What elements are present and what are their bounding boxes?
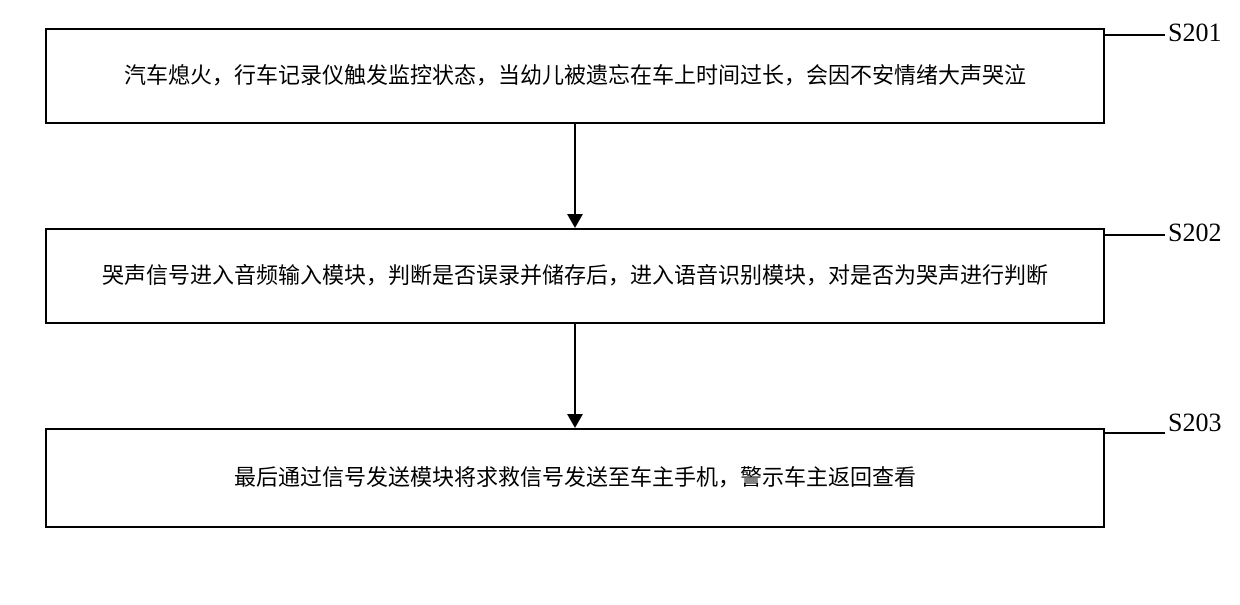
label-connector	[1105, 234, 1165, 236]
label-connector	[1105, 34, 1165, 36]
label-connector	[1105, 432, 1165, 434]
flow-step-s201: 汽车熄火，行车记录仪触发监控状态，当幼儿被遗忘在车上时间过长，会因不安情绪大声哭…	[45, 28, 1105, 124]
flow-step-text: 哭声信号进入音频输入模块，判断是否误录并储存后，进入语音识别模块，对是否为哭声进…	[102, 258, 1048, 293]
step-label-s203: S203	[1168, 408, 1221, 438]
step-label-s201: S201	[1168, 18, 1221, 48]
step-label-s202: S202	[1168, 218, 1221, 248]
arrow-line	[574, 324, 576, 414]
flow-step-text: 最后通过信号发送模块将求救信号发送至车主手机，警示车主返回查看	[234, 460, 916, 495]
flow-step-s203: 最后通过信号发送模块将求救信号发送至车主手机，警示车主返回查看	[45, 428, 1105, 528]
arrow-head-icon	[567, 214, 583, 228]
arrow-line	[574, 124, 576, 214]
flow-step-text: 汽车熄火，行车记录仪触发监控状态，当幼儿被遗忘在车上时间过长，会因不安情绪大声哭…	[124, 58, 1026, 93]
arrow-head-icon	[567, 414, 583, 428]
flow-step-s202: 哭声信号进入音频输入模块，判断是否误录并储存后，进入语音识别模块，对是否为哭声进…	[45, 228, 1105, 324]
